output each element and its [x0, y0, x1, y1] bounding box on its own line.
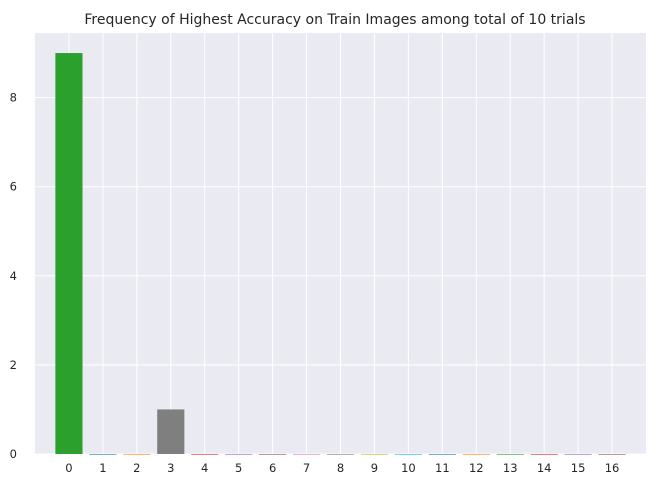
bar-13: [496, 454, 524, 455]
x-axis-ticks: 0 1 2 3 4 5 6 7 8 9 10 11 12 13 14 15 16: [65, 461, 619, 475]
x-tick-label: 0: [65, 461, 72, 475]
y-axis-ticks: 0 2 4 6 8: [10, 91, 17, 461]
bar-11: [428, 454, 456, 455]
y-tick-label: 8: [10, 91, 17, 105]
bars: [55, 53, 626, 455]
x-tick-label: 14: [537, 461, 552, 475]
chart-title: Frequency of Highest Accuracy on Train I…: [84, 12, 585, 28]
x-tick-label: 1: [99, 461, 106, 475]
x-tick-label: 10: [401, 461, 416, 475]
x-tick-label: 12: [469, 461, 484, 475]
y-tick-label: 0: [10, 447, 17, 461]
bar-4: [191, 454, 219, 455]
x-tick-label: 15: [571, 461, 586, 475]
x-tick-label: 4: [201, 461, 208, 475]
x-tick-label: 16: [605, 461, 620, 475]
bar-9: [360, 454, 389, 455]
bar-1: [89, 454, 117, 455]
bar-16: [598, 454, 626, 455]
x-tick-label: 9: [371, 461, 378, 475]
bar-7: [292, 454, 321, 455]
bar-14: [530, 454, 558, 455]
x-tick-label: 5: [235, 461, 242, 475]
x-tick-label: 13: [503, 461, 518, 475]
bar-15: [564, 454, 592, 455]
bar-8: [326, 454, 355, 455]
bar-6: [259, 454, 287, 455]
x-tick-label: 2: [133, 461, 140, 475]
bar-2: [123, 454, 151, 455]
bar-12: [462, 454, 490, 455]
y-tick-label: 6: [10, 180, 17, 194]
x-tick-label: 8: [337, 461, 344, 475]
bar-10: [394, 454, 422, 455]
bar-0: [55, 53, 83, 455]
bar-5: [225, 454, 253, 455]
x-tick-label: 11: [435, 461, 450, 475]
grid-lines: [35, 33, 646, 455]
bar-3: [157, 409, 185, 454]
x-tick-label: 6: [269, 461, 276, 475]
y-tick-label: 2: [10, 358, 17, 372]
x-tick-label: 3: [167, 461, 174, 475]
y-tick-label: 4: [10, 269, 17, 283]
x-tick-label: 7: [303, 461, 310, 475]
